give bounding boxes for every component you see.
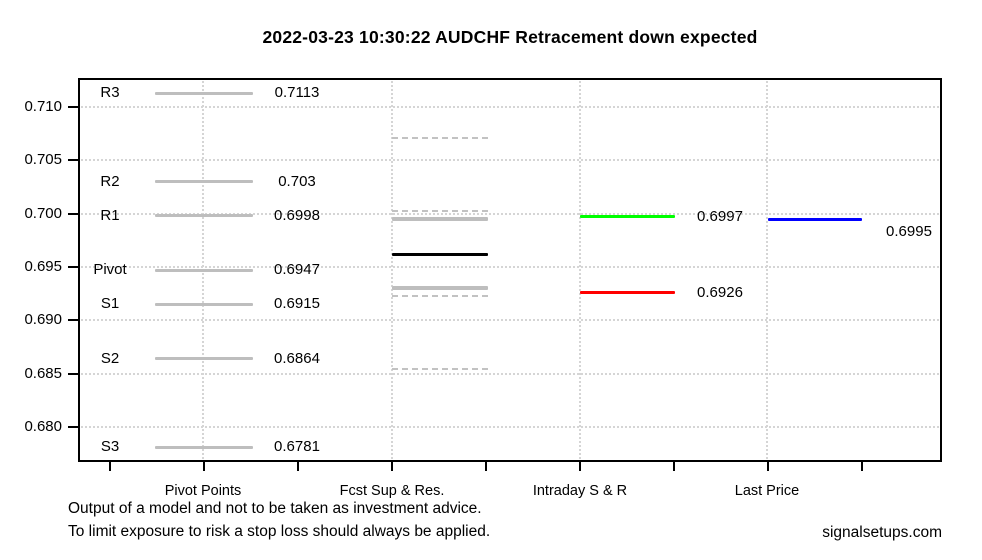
y-axis-tick-0.710 (68, 106, 78, 109)
y-axis-label-0.690: 0.690 (24, 311, 62, 329)
pivot-line-S3 (155, 445, 253, 449)
pivot-label-R3: R3 (100, 84, 120, 102)
h-gridline-0.680 (78, 425, 942, 428)
pivot-value-S1: 0.6915 (274, 295, 320, 313)
intraday-support-value: 0.6926 (697, 283, 743, 301)
v-gridline-2 (391, 78, 393, 462)
y-axis-tick-0.680 (68, 425, 78, 428)
pivot-line-S1 (155, 302, 253, 306)
pivot-value-S2: 0.6864 (274, 349, 320, 367)
disclaimer-line-1: Output of a model and not to be taken as… (68, 500, 482, 517)
y-axis-label-0.685: 0.685 (24, 364, 62, 382)
pivot-value-S3: 0.6781 (274, 438, 320, 456)
brand-text: signalsetups.com (822, 524, 942, 541)
pivot-label-R1: R1 (100, 206, 120, 224)
pivot-label-S3: S3 (100, 438, 120, 456)
h-gridline-0.690 (78, 319, 942, 322)
pivot-line-R2 (155, 180, 253, 184)
h-gridline-0.695 (78, 266, 942, 268)
y-axis-label-0.710: 0.710 (24, 98, 62, 116)
forecast-resistance-line (392, 217, 488, 222)
lower-outer-band (392, 368, 488, 371)
forecast-mid-line (392, 252, 488, 256)
x-axis-tick-1 (109, 462, 111, 471)
x-axis-tick-7 (673, 462, 675, 471)
y-axis-tick-0.685 (68, 372, 78, 375)
y-axis-label-0.680: 0.680 (24, 417, 62, 435)
h-gridline-0.700 (78, 212, 942, 215)
x-axis-tick-3 (297, 462, 299, 471)
upper-inner-band (392, 209, 488, 212)
x-axis-label-2: Fcst Sup & Res. (339, 483, 445, 499)
plot-area: R3 0.7113 R2 0.703 R1 0.6998 Pivot 0.6947 S1 0.69… (78, 78, 942, 462)
pivot-line-S2 (155, 357, 253, 361)
y-axis-tick-0.690 (68, 319, 78, 322)
x-axis-tick-2 (203, 462, 205, 471)
lower-inner-band (392, 294, 488, 297)
pivot-value-R3: 0.7113 (274, 84, 320, 102)
v-gridline-3 (579, 78, 581, 462)
y-axis-label-0.695: 0.695 (24, 258, 62, 275)
pivot-label-S2: S2 (100, 349, 120, 367)
intraday-resistance-value: 0.6997 (697, 207, 743, 225)
y-axis-tick-0.695 (68, 266, 78, 268)
y-axis-label-0.700: 0.700 (24, 204, 62, 222)
x-axis-tick-6 (579, 462, 581, 471)
pivot-line-R1 (155, 214, 253, 218)
pivot-value-Pivot: 0.6947 (274, 261, 320, 279)
intraday-resistance-line (580, 215, 675, 219)
x-axis-label-4: Last Price (734, 483, 800, 499)
pivot-label-S1: S1 (100, 295, 120, 313)
y-axis-label-0.705: 0.705 (24, 151, 62, 169)
pivot-label-Pivot: Pivot (93, 261, 127, 279)
x-axis-label-1: Pivot Points (164, 483, 242, 499)
last-price-line (768, 217, 862, 221)
pivot-line-Pivot (155, 268, 253, 272)
pivot-line-R3 (155, 91, 253, 95)
v-gridline-4 (766, 78, 768, 462)
pivot-label-R2: R2 (100, 172, 120, 190)
y-axis-tick-0.705 (68, 159, 78, 162)
h-gridline-0.685 (78, 372, 942, 375)
pivot-value-R1: 0.6998 (274, 206, 320, 224)
x-axis-tick-4 (391, 462, 393, 471)
forecast-support-line (392, 286, 488, 291)
chart-title: 2022-03-23 10:30:22 AUDCHF Retracement d… (262, 27, 758, 47)
last-price-value: 0.6995 (886, 223, 932, 241)
x-axis-tick-8 (767, 462, 769, 471)
intraday-support-line (580, 291, 675, 295)
disclaimer-line-2: To limit exposure to risk a stop loss sh… (68, 523, 491, 540)
h-gridline-0.705 (78, 159, 942, 162)
x-axis-tick-5 (485, 462, 487, 471)
y-axis-tick-0.700 (68, 212, 78, 215)
x-axis-tick-9 (861, 462, 863, 471)
h-gridline-0.710 (78, 106, 942, 109)
x-axis-label-3: Intraday S & R (532, 483, 628, 499)
pivot-value-R2: 0.703 (278, 172, 316, 190)
upper-outer-band (392, 137, 488, 139)
